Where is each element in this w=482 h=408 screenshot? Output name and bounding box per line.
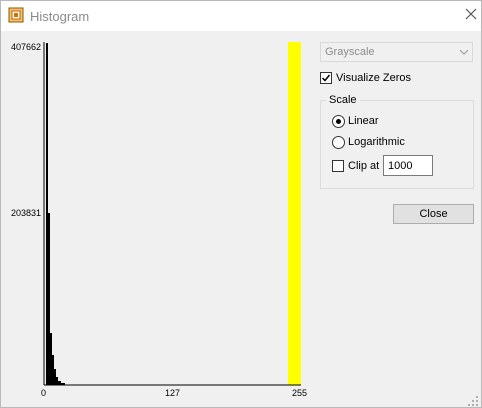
radio-logarithmic[interactable]: Logarithmic [332,136,412,152]
scale-group-legend: Scale [326,94,360,106]
logarithmic-label: Logarithmic [348,136,405,148]
checkmark-icon [321,74,331,82]
chevron-down-icon [459,49,469,55]
x-tick-label-max: 255 [292,388,308,398]
bin-bar [50,333,52,385]
clip-label: Clip at [348,160,380,172]
clip-value-input[interactable] [383,155,433,176]
radio-button[interactable] [332,136,345,149]
checkbox-box[interactable] [320,72,332,84]
checkbox-box[interactable] [332,160,344,172]
x-tick-label-min: 0 [41,388,47,398]
histogram-bars [46,43,65,385]
radio-selected-dot [336,119,341,124]
histogram-chart [43,42,301,386]
histogram-app-icon [8,7,24,23]
histogram-plot: 407662 203831 0 127 255 [1,33,307,403]
channel-select[interactable]: Grayscale [320,42,473,62]
visualize-zeros-checkbox[interactable]: Visualize Zeros [320,71,420,87]
close-button[interactable]: Close [393,204,474,224]
x-tick-label-mid: 127 [165,388,181,398]
bin-bar [61,383,65,385]
bin-bar [58,381,61,385]
linear-label: Linear [348,115,379,127]
y-tick-label-mid: 203831 [10,208,41,218]
bin-bar [48,213,50,385]
y-tick-label-max: 407662 [10,42,41,52]
clip-checkbox[interactable]: Clip at [332,159,380,175]
title-bar[interactable]: Histogram [1,1,481,31]
scale-groupbox [320,100,474,189]
close-icon[interactable] [463,6,479,22]
radio-linear[interactable]: Linear [332,115,392,131]
radio-button[interactable] [332,115,345,128]
channel-select-value: Grayscale [325,46,375,58]
bin-bar [52,355,54,385]
bin-bar [54,369,56,385]
visualize-zeros-label: Visualize Zeros [336,72,411,84]
resize-grip-icon[interactable] [467,395,479,407]
window-title: Histogram [30,9,90,24]
selected-range-highlight [288,42,301,385]
bin-bar [56,377,58,385]
bin-bar [46,43,48,385]
